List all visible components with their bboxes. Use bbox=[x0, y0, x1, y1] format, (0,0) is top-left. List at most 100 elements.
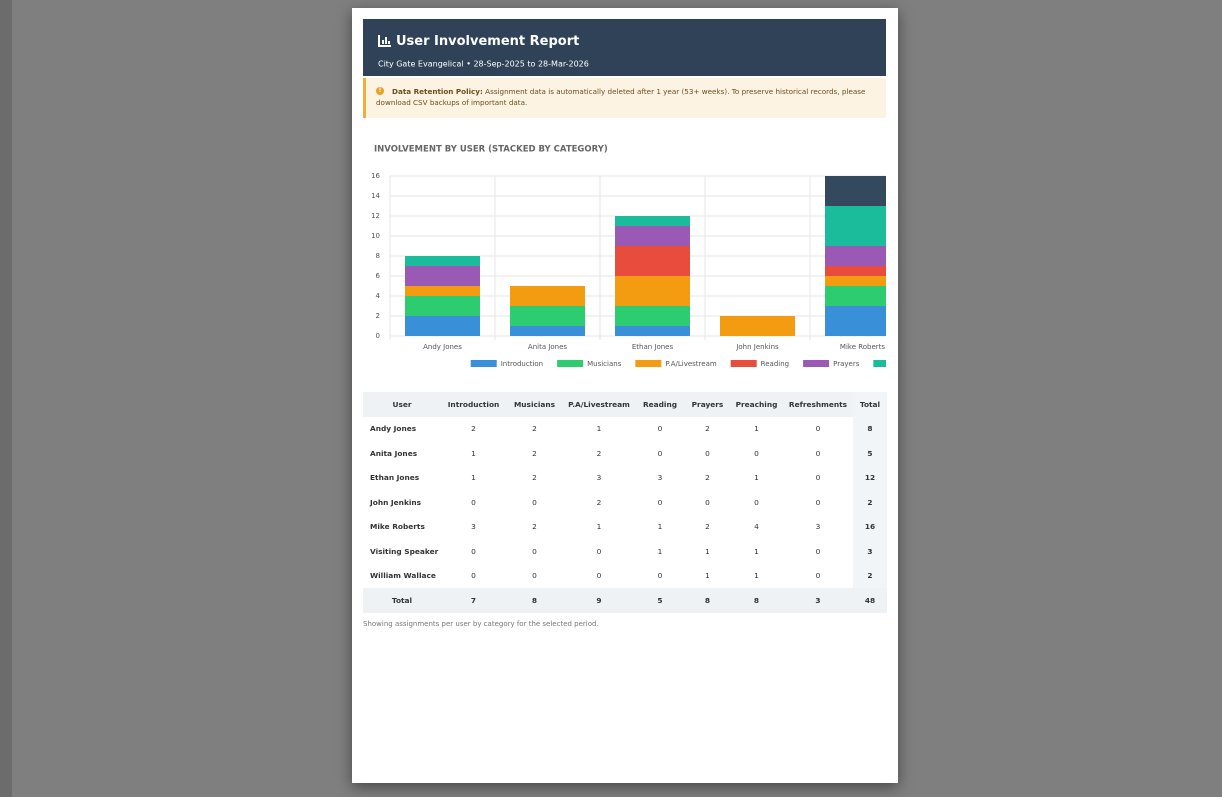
bar-segment bbox=[615, 226, 690, 246]
legend-label: Introduction bbox=[501, 360, 543, 368]
y-tick-label: 10 bbox=[371, 232, 380, 240]
table-cell: Preaching bbox=[730, 392, 783, 417]
bar-segment bbox=[825, 176, 886, 206]
table-cell: 0 bbox=[815, 571, 821, 581]
bar-segment bbox=[825, 246, 886, 266]
legend-label: Reading bbox=[761, 360, 789, 368]
table-cell: 1 bbox=[705, 546, 710, 556]
table-cell: Mike Roberts bbox=[370, 522, 425, 532]
table-cell: William Wallace bbox=[370, 571, 436, 581]
table-cell: 2 bbox=[705, 473, 710, 483]
legend: Introduction Musicians P.A/Livestream Readi… bbox=[470, 360, 886, 368]
notice-body: Assignment data is automatically deleted… bbox=[376, 87, 866, 107]
x-tick-label: John Jenkins bbox=[735, 343, 779, 351]
bar-segment bbox=[825, 266, 886, 276]
table-cell: 0 bbox=[815, 448, 821, 458]
table-cell: 0 bbox=[657, 424, 663, 434]
table-cell: 0 bbox=[815, 473, 821, 483]
table-cell: 0 bbox=[815, 497, 821, 507]
table-cell: Andy Jones bbox=[370, 424, 417, 434]
table-cell: P.A/Livestream bbox=[563, 392, 635, 417]
table-row: John Jenkins 0 0 2 0 0 0 0 2 bbox=[363, 490, 887, 515]
table-cell: 0 bbox=[815, 546, 821, 556]
bar-segment bbox=[405, 286, 480, 296]
table-cell: 0 bbox=[471, 497, 476, 507]
table-cell: 0 bbox=[705, 448, 710, 458]
chart-card: INVOLVEMENT BY USER (STACKED BY CATEGORY… bbox=[363, 132, 886, 378]
involvement-table: User Introduction Musicians P.A/Livestream R… bbox=[363, 392, 887, 613]
bar-segment bbox=[615, 246, 690, 276]
table-row: Ethan Jones 1 2 3 3 2 1 0 12 bbox=[363, 465, 887, 490]
bar-segment bbox=[615, 306, 690, 326]
table-cell: 5 bbox=[853, 441, 887, 466]
bar-segment bbox=[720, 316, 795, 336]
table-cell: 3 bbox=[815, 522, 821, 532]
table-cell: User bbox=[363, 392, 441, 417]
table-cell: 16 bbox=[853, 514, 887, 539]
legend-swatch bbox=[803, 360, 830, 367]
table-row: Visiting Speaker 0 0 0 1 1 1 0 3 bbox=[363, 539, 887, 564]
table-cell: 1 bbox=[754, 424, 759, 434]
table-cell: 2 bbox=[705, 424, 710, 434]
table-cell: 2 bbox=[596, 497, 602, 507]
y-tick-label: 16 bbox=[371, 172, 380, 180]
x-tick-label: Anita Jones bbox=[528, 343, 568, 351]
legend-label: Musicians bbox=[587, 360, 622, 368]
bar-segment bbox=[405, 296, 480, 316]
footnote: Showing assignments per user by category… bbox=[363, 620, 599, 628]
background-strip bbox=[0, 0, 12, 797]
table-cell: 3 bbox=[471, 522, 476, 532]
x-tick-label: Andy Jones bbox=[423, 343, 462, 351]
table-cell: Prayers bbox=[685, 392, 730, 417]
table-cell: Visiting Speaker bbox=[370, 546, 439, 556]
y-tick-label: 6 bbox=[376, 272, 381, 280]
table-cell: 0 bbox=[532, 571, 537, 581]
table-cell: 2 bbox=[532, 522, 537, 532]
table-cell: 9 bbox=[563, 588, 635, 613]
bar-segment bbox=[405, 266, 480, 286]
table-cell: 8 bbox=[685, 588, 730, 613]
table-row: Mike Roberts 3 2 1 1 2 4 3 16 bbox=[363, 514, 887, 539]
bar-segment bbox=[615, 276, 690, 306]
table-cell: Anita Jones bbox=[370, 448, 418, 458]
table-cell: 0 bbox=[596, 546, 602, 556]
table-cell: 1 bbox=[657, 546, 663, 556]
table-cell: 0 bbox=[657, 448, 663, 458]
table-cell: 2 bbox=[853, 563, 887, 588]
x-tick-label: Mike Roberts bbox=[840, 343, 886, 351]
table-cell: 7 bbox=[441, 588, 506, 613]
table-cell: 1 bbox=[596, 522, 602, 532]
table-cell: 2 bbox=[532, 424, 537, 434]
table-cell: 1 bbox=[657, 522, 663, 532]
table-cell: 1 bbox=[754, 546, 759, 556]
report-subtitle: City Gate Evangelical • 28-Sep-2025 to 2… bbox=[378, 59, 589, 69]
table-cell: Reading bbox=[635, 392, 685, 417]
legend-swatch bbox=[873, 360, 886, 367]
table-row: User Introduction Musicians P.A/Livestream R… bbox=[363, 392, 887, 417]
table-cell: John Jenkins bbox=[370, 497, 422, 507]
table-cell: 1 bbox=[471, 448, 476, 458]
retention-notice: ! Data Retention Policy: Assignment data… bbox=[363, 78, 886, 118]
y-tick-label: 4 bbox=[376, 292, 381, 300]
table-cell: 0 bbox=[754, 448, 759, 458]
table-cell: 1 bbox=[596, 424, 602, 434]
table-cell: 1 bbox=[754, 571, 759, 581]
notice-label: Data Retention Policy: bbox=[392, 87, 483, 96]
table-row: Anita Jones 1 2 2 0 0 0 0 5 bbox=[363, 441, 887, 466]
table-cell: 0 bbox=[705, 497, 710, 507]
table-cell: 5 bbox=[635, 588, 685, 613]
table-cell: Ethan Jones bbox=[370, 473, 420, 483]
y-tick-label: 14 bbox=[371, 192, 380, 200]
table-cell: 0 bbox=[471, 571, 476, 581]
table-cell: 0 bbox=[754, 497, 759, 507]
table-cell: 8 bbox=[853, 416, 887, 441]
report-title: User Involvement Report bbox=[396, 34, 580, 49]
y-tick-label: 2 bbox=[376, 312, 380, 320]
table-cell: 0 bbox=[532, 546, 537, 556]
table-row: Andy Jones 2 2 1 0 2 1 0 8 bbox=[363, 416, 887, 441]
table-cell: Refreshments bbox=[783, 392, 853, 417]
table-cell: Total bbox=[363, 588, 441, 613]
bar-segment bbox=[405, 316, 480, 336]
bar-segment bbox=[510, 326, 585, 336]
x-tick-label: Ethan Jones bbox=[632, 343, 674, 351]
